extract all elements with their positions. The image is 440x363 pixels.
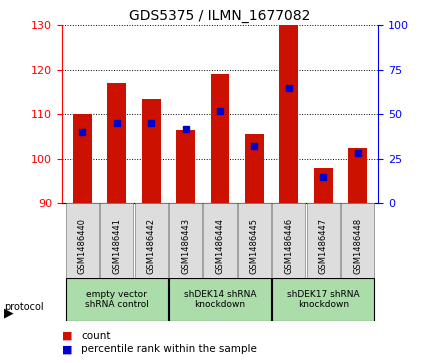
Text: GSM1486442: GSM1486442: [147, 218, 156, 274]
Bar: [245, 134, 264, 203]
Text: ■: ■: [62, 344, 72, 354]
Text: GSM1486447: GSM1486447: [319, 218, 328, 274]
Text: count: count: [81, 331, 111, 341]
Text: ■: ■: [62, 331, 72, 341]
Text: empty vector
shRNA control: empty vector shRNA control: [85, 290, 149, 309]
Text: GSM1486440: GSM1486440: [78, 218, 87, 274]
Bar: [341, 203, 374, 278]
Bar: [169, 278, 271, 321]
Bar: [169, 203, 202, 278]
Bar: [314, 168, 333, 203]
Bar: [135, 203, 168, 278]
Text: GSM1486445: GSM1486445: [250, 218, 259, 274]
Bar: [307, 203, 340, 278]
Text: GSM1486446: GSM1486446: [284, 218, 293, 274]
Bar: [107, 83, 126, 203]
Bar: [142, 99, 161, 203]
Bar: [100, 203, 133, 278]
Text: percentile rank within the sample: percentile rank within the sample: [81, 344, 257, 354]
Text: GSM1486448: GSM1486448: [353, 218, 362, 274]
Text: GSM1486444: GSM1486444: [216, 218, 224, 274]
Bar: [279, 25, 298, 203]
Text: protocol: protocol: [4, 302, 44, 312]
Title: GDS5375 / ILMN_1677082: GDS5375 / ILMN_1677082: [129, 9, 311, 23]
Bar: [66, 278, 168, 321]
Text: GSM1486441: GSM1486441: [112, 218, 121, 274]
Bar: [203, 203, 237, 278]
Bar: [73, 114, 92, 203]
Text: ▶: ▶: [4, 306, 14, 319]
Bar: [176, 130, 195, 203]
Text: shDEK14 shRNA
knockdown: shDEK14 shRNA knockdown: [184, 290, 256, 309]
Text: GSM1486443: GSM1486443: [181, 218, 190, 274]
Bar: [210, 74, 230, 203]
Bar: [272, 203, 305, 278]
Bar: [272, 278, 374, 321]
Bar: [238, 203, 271, 278]
Bar: [66, 203, 99, 278]
Bar: [348, 148, 367, 203]
Text: shDEK17 shRNA
knockdown: shDEK17 shRNA knockdown: [287, 290, 359, 309]
